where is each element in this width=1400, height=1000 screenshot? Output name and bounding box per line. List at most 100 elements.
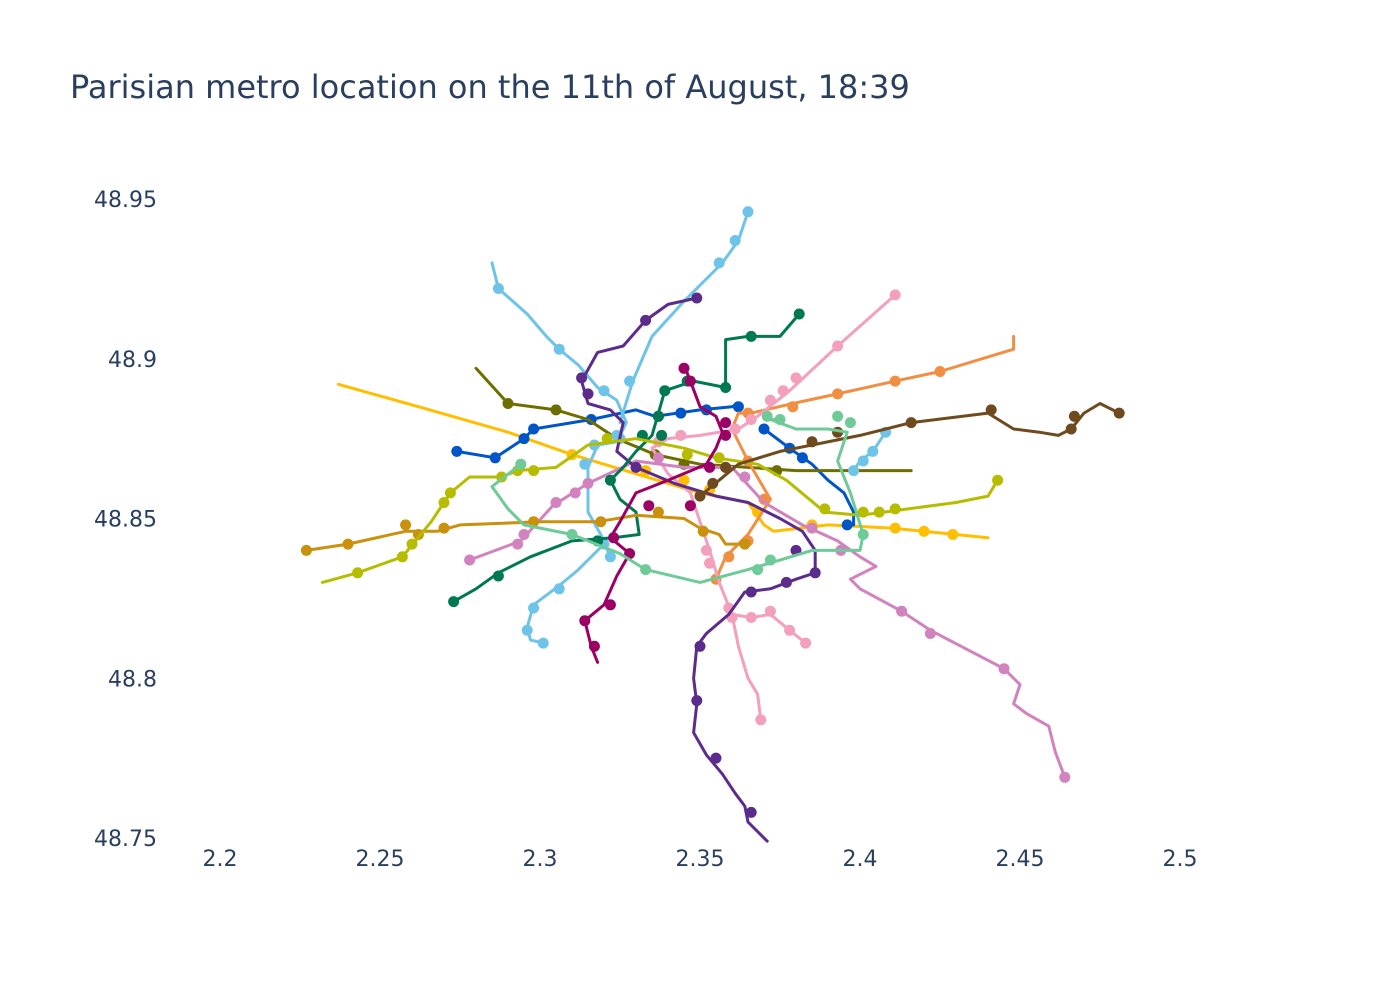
metro-train-point[interactable] bbox=[793, 308, 805, 320]
metro-train-point[interactable] bbox=[691, 695, 703, 707]
metro-train-point[interactable] bbox=[624, 375, 636, 387]
metro-train-point[interactable] bbox=[608, 532, 620, 544]
metro-train-point[interactable] bbox=[492, 283, 504, 294]
metro-train-point[interactable] bbox=[502, 398, 514, 409]
metro-train-point[interactable] bbox=[745, 330, 757, 342]
metro-train-point[interactable] bbox=[652, 506, 664, 518]
metro-train-point[interactable] bbox=[700, 544, 712, 556]
metro-train-point[interactable] bbox=[640, 314, 652, 326]
metro-train-point[interactable] bbox=[729, 235, 741, 246]
metro-train-point[interactable] bbox=[806, 436, 818, 448]
metro-train-point[interactable] bbox=[720, 461, 732, 473]
metro-train-point[interactable] bbox=[777, 385, 789, 397]
metro-train-point[interactable] bbox=[528, 602, 540, 614]
metro-train-point[interactable] bbox=[739, 538, 751, 550]
metro-train-point[interactable] bbox=[553, 583, 565, 595]
metro-train-point[interactable] bbox=[656, 429, 668, 441]
metro-train-point[interactable] bbox=[832, 340, 844, 352]
metro-train-point[interactable] bbox=[691, 292, 703, 304]
metro-train-point[interactable] bbox=[889, 289, 901, 301]
metro-train-point[interactable] bbox=[752, 564, 764, 576]
metro-train-point[interactable] bbox=[588, 640, 600, 652]
metro-train-point[interactable] bbox=[528, 516, 540, 528]
metro-train-point[interactable] bbox=[720, 429, 732, 441]
metro-train-point[interactable] bbox=[758, 423, 770, 435]
metro-train-point[interactable] bbox=[582, 477, 594, 489]
metro-train-point[interactable] bbox=[300, 544, 312, 556]
metro-train-point[interactable] bbox=[723, 551, 735, 563]
metro-train-point[interactable] bbox=[438, 497, 450, 508]
metro-train-point[interactable] bbox=[678, 362, 690, 374]
metro-train-point[interactable] bbox=[553, 343, 565, 355]
metro-train-point[interactable] bbox=[985, 404, 997, 416]
metro-train-point[interactable] bbox=[713, 452, 725, 464]
metro-train-point[interactable] bbox=[998, 663, 1010, 675]
metro-train-point[interactable] bbox=[992, 474, 1004, 486]
metro-train-point[interactable] bbox=[720, 417, 732, 429]
metro-train-point[interactable] bbox=[742, 206, 754, 218]
metro-train-point[interactable] bbox=[675, 429, 687, 441]
metro-train-point[interactable] bbox=[1113, 407, 1125, 419]
metro-train-point[interactable] bbox=[579, 458, 591, 470]
metro-train-point[interactable] bbox=[694, 640, 706, 652]
metro-train-point[interactable] bbox=[569, 487, 581, 499]
metro-train-point[interactable] bbox=[512, 538, 524, 550]
metro-train-point[interactable] bbox=[601, 433, 613, 445]
metro-train-point[interactable] bbox=[761, 410, 773, 422]
metro-train-point[interactable] bbox=[515, 458, 527, 470]
metro-train-point[interactable] bbox=[537, 637, 549, 649]
metro-train-point[interactable] bbox=[800, 637, 812, 649]
metro-train-point[interactable] bbox=[643, 500, 655, 512]
metro-train-point[interactable] bbox=[790, 372, 802, 384]
metro-train-point[interactable] bbox=[604, 474, 616, 486]
metro-train-point[interactable] bbox=[832, 410, 844, 422]
metro-train-point[interactable] bbox=[896, 605, 908, 617]
metro-train-point[interactable] bbox=[352, 567, 364, 579]
metro-train-point[interactable] bbox=[809, 567, 821, 579]
metro-train-point[interactable] bbox=[867, 445, 879, 457]
metro-train-point[interactable] bbox=[518, 433, 530, 445]
metro-train-point[interactable] bbox=[681, 449, 693, 461]
metro-train-point[interactable] bbox=[521, 624, 533, 636]
metro-train-point[interactable] bbox=[438, 522, 450, 534]
metro-train-point[interactable] bbox=[796, 452, 808, 464]
metro-train-point[interactable] bbox=[684, 375, 696, 387]
metro-train-point[interactable] bbox=[694, 490, 706, 502]
metro-train-point[interactable] bbox=[732, 401, 744, 413]
metro-train-point[interactable] bbox=[848, 465, 860, 477]
metro-train-point[interactable] bbox=[598, 385, 610, 397]
metro-train-point[interactable] bbox=[678, 474, 690, 486]
metro-train-point[interactable] bbox=[784, 624, 796, 636]
metro-train-point[interactable] bbox=[905, 417, 917, 429]
metro-train-point[interactable] bbox=[739, 471, 751, 483]
metro-train-point[interactable] bbox=[579, 615, 591, 627]
metro-train-point[interactable] bbox=[857, 455, 869, 467]
metro-train-point[interactable] bbox=[492, 570, 504, 582]
metro-train-point[interactable] bbox=[947, 529, 959, 540]
metro-train-point[interactable] bbox=[704, 557, 716, 569]
metro-train-point[interactable] bbox=[857, 529, 869, 540]
metro-train-point[interactable] bbox=[684, 500, 696, 512]
metro-train-point[interactable] bbox=[604, 551, 616, 563]
metro-train-point[interactable] bbox=[604, 599, 616, 611]
metro-train-point[interactable] bbox=[528, 465, 540, 477]
metro-train-point[interactable] bbox=[550, 404, 562, 416]
metro-train-point[interactable] bbox=[652, 410, 664, 422]
metro-train-point[interactable] bbox=[448, 596, 460, 608]
metro-train-point[interactable] bbox=[528, 423, 540, 435]
metro-train-point[interactable] bbox=[630, 461, 642, 473]
metro-train-point[interactable] bbox=[729, 423, 741, 435]
metro-train-point[interactable] bbox=[697, 525, 709, 537]
metro-train-point[interactable] bbox=[844, 417, 856, 429]
metro-train-point[interactable] bbox=[758, 493, 770, 505]
metro-train-point[interactable] bbox=[841, 519, 853, 531]
metro-train-point[interactable] bbox=[707, 477, 719, 489]
metro-train-point[interactable] bbox=[640, 564, 652, 576]
metro-train-point[interactable] bbox=[1068, 410, 1080, 422]
metro-train-point[interactable] bbox=[652, 452, 664, 464]
metro-train-point[interactable] bbox=[745, 414, 757, 425]
metro-train-point[interactable] bbox=[889, 522, 901, 534]
metro-train-point[interactable] bbox=[764, 605, 776, 617]
metro-train-point[interactable] bbox=[787, 401, 799, 413]
metro-train-point[interactable] bbox=[873, 506, 885, 518]
